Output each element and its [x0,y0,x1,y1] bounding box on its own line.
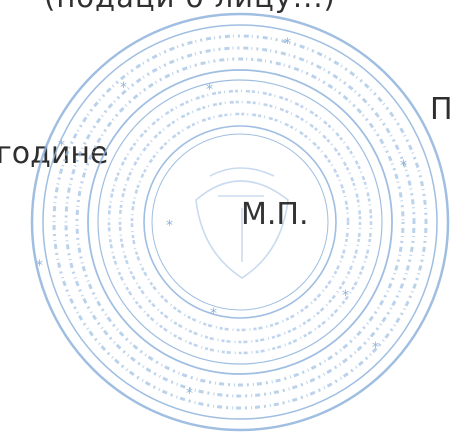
svg-text:*: * [342,288,349,304]
clipped-top-text: (подаци о лицу...) [44,0,336,12]
seal-place-mark: М.П. [241,197,309,232]
right-edge-text: П [430,92,453,127]
svg-text:*: * [206,82,213,98]
svg-text:*: * [284,36,291,52]
svg-text:*: * [186,386,193,402]
svg-text:*: * [210,306,217,322]
svg-text:*: * [166,218,173,234]
svg-text:*: * [372,340,379,356]
year-text: године [0,136,109,171]
svg-text:*: * [120,80,127,96]
svg-text:*: * [36,258,43,274]
svg-text:*: * [400,158,407,174]
